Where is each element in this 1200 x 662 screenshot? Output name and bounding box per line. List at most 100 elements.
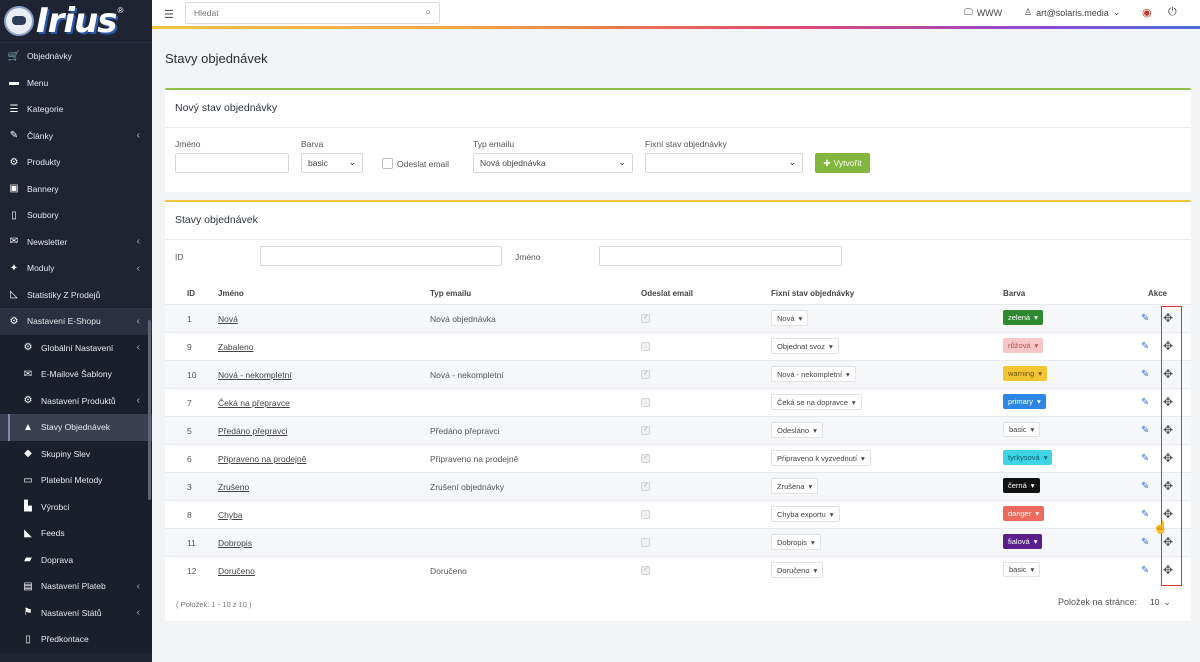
- email-type-select[interactable]: Nová objednávka ⌄: [473, 153, 633, 173]
- drag-move-icon[interactable]: ✥: [1163, 367, 1174, 381]
- row-send-email-checkbox[interactable]: [641, 398, 650, 407]
- row-fixed-state-select[interactable]: Nová ▾: [771, 310, 809, 326]
- drag-move-icon[interactable]: ✥: [1163, 535, 1174, 549]
- sidebar-item-flask[interactable]: ▲ Stavy Objednávek: [0, 414, 152, 441]
- drag-move-icon[interactable]: ✥: [1163, 395, 1174, 409]
- row-name-link[interactable]: Předáno přepravci: [218, 426, 288, 436]
- sidebar-item-cart[interactable]: 🛒 Objednávky: [0, 43, 152, 70]
- row-fixed-state-select[interactable]: Připraveno k vyzvednutí ▾: [771, 450, 871, 466]
- row-fixed-state-select[interactable]: Zrušena ▾: [771, 478, 819, 494]
- sidebar-item-tag[interactable]: ◆ Skupiny Slev: [0, 440, 152, 467]
- filter-name-input[interactable]: [599, 246, 842, 266]
- row-fixed-state-select[interactable]: Nová - nekompletní ▾: [771, 366, 856, 382]
- row-color-badge[interactable]: růžová ▾: [1003, 338, 1044, 353]
- header-name[interactable]: Jméno: [218, 289, 244, 298]
- power-icon[interactable]: ⏻: [1168, 6, 1177, 18]
- edit-pencil-icon[interactable]: ✎: [1141, 313, 1150, 324]
- edit-pencil-icon[interactable]: ✎: [1141, 341, 1150, 352]
- sidebar-item-factory[interactable]: ▙ Výrobci: [0, 493, 152, 520]
- row-fixed-state-select[interactable]: Dobropis ▾: [771, 534, 821, 550]
- header-fixed-state[interactable]: Fixní stav objednávky: [771, 289, 855, 298]
- sidebar-item-rss[interactable]: ◣ Feeds: [0, 520, 152, 547]
- name-input[interactable]: [175, 153, 289, 173]
- search-input[interactable]: [186, 3, 406, 23]
- drag-move-icon[interactable]: ✥: [1163, 311, 1174, 325]
- notification-icon[interactable]: ◉: [1142, 7, 1152, 19]
- sidebar-item-cog[interactable]: ⚙ Globální Nastavení ‹: [0, 334, 152, 361]
- header-send-email[interactable]: Odeslat email: [641, 289, 694, 298]
- edit-pencil-icon[interactable]: ✎: [1141, 425, 1150, 436]
- filter-id-input[interactable]: [260, 246, 502, 266]
- edit-pencil-icon[interactable]: ✎: [1141, 453, 1150, 464]
- row-name-link[interactable]: Nová: [218, 314, 238, 324]
- send-email-checkbox[interactable]: [382, 158, 393, 169]
- row-name-link[interactable]: Dobropis: [218, 538, 253, 548]
- www-link[interactable]: 🖵 WWW: [964, 7, 1002, 18]
- header-email-type[interactable]: Typ emailu: [430, 289, 472, 298]
- row-send-email-checkbox[interactable]: [641, 342, 650, 351]
- create-button[interactable]: ✚ Vytvořit: [815, 153, 870, 173]
- sidebar-item-puzzle[interactable]: ✦ Moduly ‹: [0, 255, 152, 282]
- row-name-link[interactable]: Doručeno: [218, 566, 255, 576]
- sidebar-item-file[interactable]: ▯ Soubory: [0, 202, 152, 229]
- sidebar-scrollbar[interactable]: [148, 320, 151, 500]
- row-color-badge[interactable]: warning ▾: [1003, 366, 1048, 381]
- row-fixed-state-select[interactable]: Chyba exportu ▾: [771, 506, 840, 522]
- row-name-link[interactable]: Nová - nekompletní: [218, 370, 292, 380]
- header-id[interactable]: ID: [187, 289, 195, 298]
- logo[interactable]: Irius ®: [0, 0, 152, 43]
- row-send-email-checkbox[interactable]: [641, 369, 650, 379]
- row-send-email-checkbox[interactable]: [641, 313, 650, 323]
- drag-move-icon[interactable]: ✥: [1163, 423, 1174, 437]
- row-send-email-checkbox[interactable]: [641, 510, 650, 519]
- sidebar-item-document[interactable]: ▯ Předkontace: [0, 626, 152, 653]
- row-fixed-state-select[interactable]: Čeká se na dopravce ▾: [771, 394, 862, 410]
- edit-pencil-icon[interactable]: ✎: [1141, 509, 1150, 520]
- user-menu[interactable]: ♙ art@solaris.media ⌄: [1024, 7, 1120, 18]
- edit-pencil-icon[interactable]: ✎: [1141, 481, 1150, 492]
- row-name-link[interactable]: Zabaleno: [218, 342, 254, 352]
- row-name-link[interactable]: Čeká na přepravce: [218, 398, 290, 408]
- hamburger-menu-icon[interactable]: ☰: [164, 9, 174, 21]
- search-icon[interactable]: ⌕: [425, 7, 431, 18]
- row-color-badge[interactable]: černá ▾: [1003, 478, 1040, 493]
- row-color-badge[interactable]: fialová ▾: [1003, 534, 1043, 549]
- sidebar-item-card[interactable]: ▭ Platební Metody: [0, 467, 152, 494]
- sidebar-item-cogs[interactable]: ⚙ Nastavení E-Shopu ‹: [0, 308, 152, 335]
- header-color[interactable]: Barva: [1003, 289, 1026, 298]
- edit-pencil-icon[interactable]: ✎: [1141, 397, 1150, 408]
- sidebar-item-mail[interactable]: ✉ Newsletter ‹: [0, 229, 152, 256]
- row-name-link[interactable]: Připraveno na prodejně: [218, 454, 307, 464]
- fixed-state-select[interactable]: ⌄: [645, 153, 803, 173]
- sidebar-item-folder[interactable]: ▬ Menu: [0, 70, 152, 97]
- sidebar-item-envelope[interactable]: ✉ E-Mailové Šablony: [0, 361, 152, 388]
- row-send-email-checkbox[interactable]: [641, 453, 650, 463]
- row-color-badge[interactable]: zelená ▾: [1003, 310, 1043, 325]
- row-send-email-checkbox[interactable]: [641, 425, 650, 435]
- edit-pencil-icon[interactable]: ✎: [1141, 565, 1150, 576]
- sidebar-item-gear[interactable]: ⚙ Produkty: [0, 149, 152, 176]
- drag-move-icon[interactable]: ✥: [1163, 563, 1174, 577]
- sidebar-item-chart[interactable]: ◺ Statistiky Z Prodejů: [0, 282, 152, 309]
- row-name-link[interactable]: Zrušeno: [218, 482, 250, 492]
- row-send-email-checkbox[interactable]: [641, 538, 650, 547]
- sidebar-item-list[interactable]: ☰ Kategorie: [0, 96, 152, 123]
- drag-move-icon[interactable]: ✥: [1163, 339, 1174, 353]
- row-send-email-checkbox[interactable]: [641, 565, 650, 575]
- sidebar-item-truck[interactable]: ▰ Doprava: [0, 546, 152, 573]
- row-color-badge[interactable]: primary ▾: [1003, 394, 1046, 409]
- row-fixed-state-select[interactable]: Doručeno ▾: [771, 562, 824, 578]
- edit-pencil-icon[interactable]: ✎: [1141, 369, 1150, 380]
- sidebar-item-image[interactable]: ▣ Bannery: [0, 176, 152, 203]
- row-fixed-state-select[interactable]: Odesláno ▾: [771, 422, 823, 438]
- sidebar-item-gear[interactable]: ⚙ Nastavení Produktů ‹: [0, 387, 152, 414]
- drag-move-icon[interactable]: ✥: [1163, 451, 1174, 465]
- row-send-email-checkbox[interactable]: [641, 481, 650, 491]
- sidebar-item-flag[interactable]: ⚑ Nastavení Států ‹: [0, 599, 152, 626]
- row-color-badge[interactable]: danger ▾: [1003, 506, 1045, 521]
- drag-move-icon[interactable]: ✥: [1163, 479, 1174, 493]
- edit-pencil-icon[interactable]: ✎: [1141, 537, 1150, 548]
- drag-move-icon[interactable]: ✥: [1163, 507, 1174, 521]
- row-color-badge[interactable]: basic ▾: [1003, 422, 1041, 437]
- row-color-badge[interactable]: tyrkysová ▾: [1003, 450, 1053, 465]
